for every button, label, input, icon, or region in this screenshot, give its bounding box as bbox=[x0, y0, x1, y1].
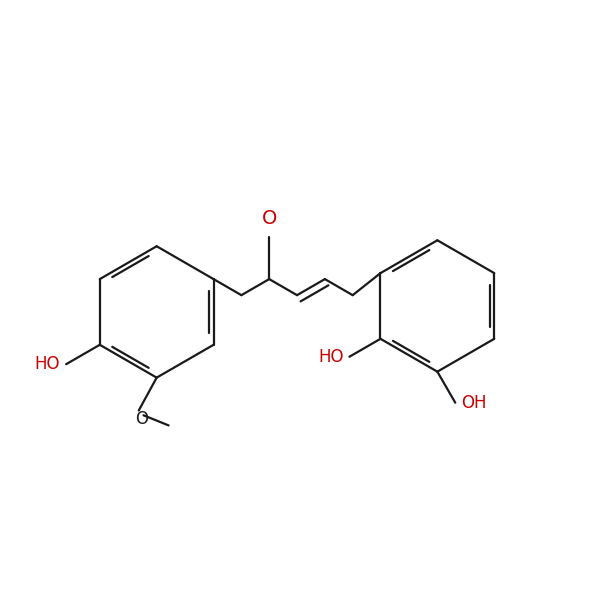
Text: HO: HO bbox=[35, 355, 60, 373]
Text: O: O bbox=[262, 209, 277, 229]
Text: OH: OH bbox=[461, 394, 487, 412]
Text: O: O bbox=[135, 410, 148, 428]
Text: HO: HO bbox=[318, 348, 343, 366]
